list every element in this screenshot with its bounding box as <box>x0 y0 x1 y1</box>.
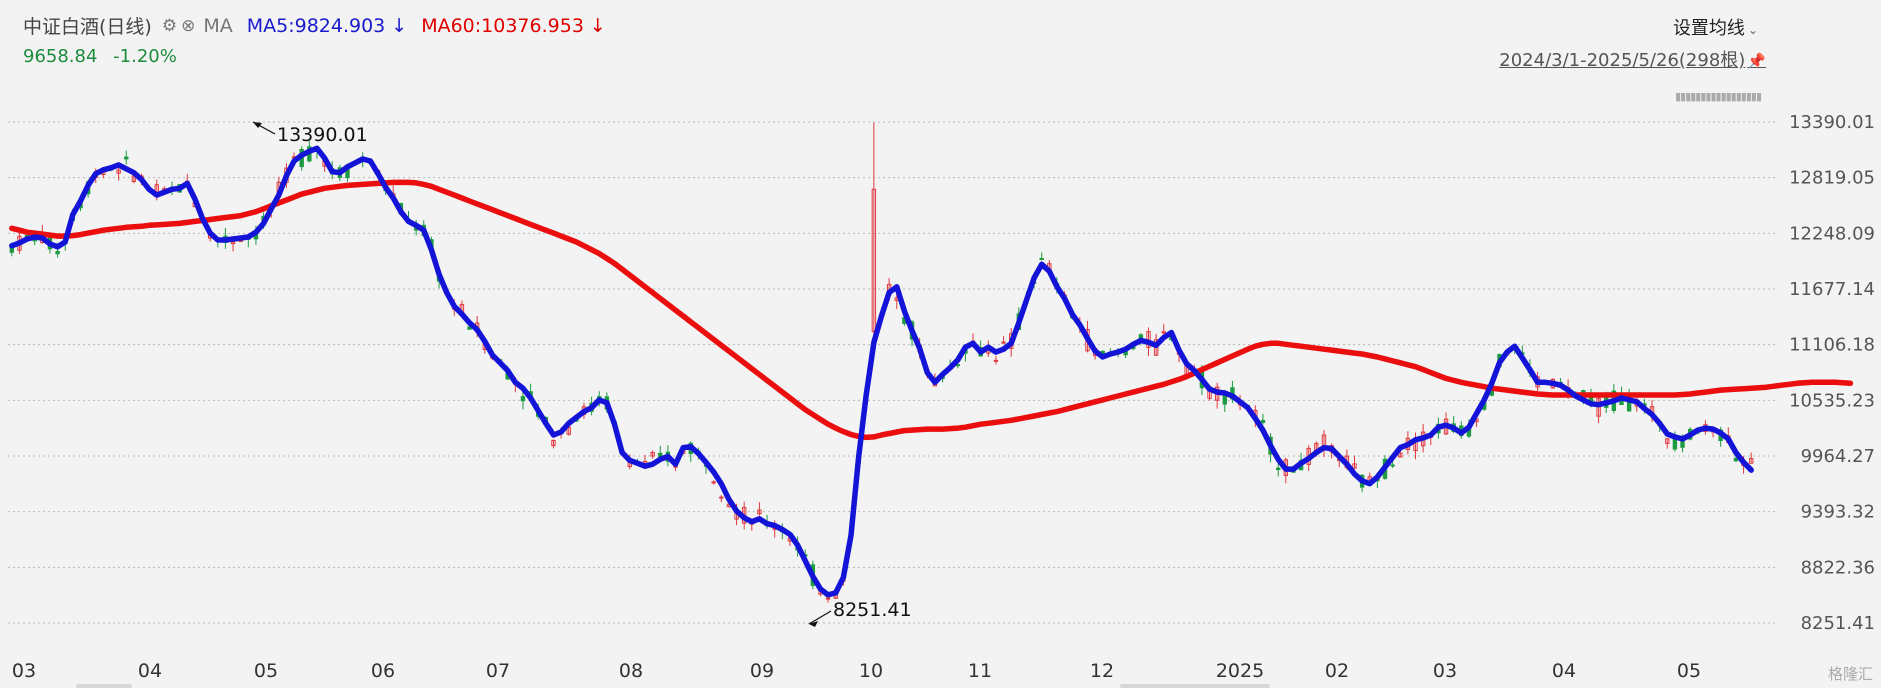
change-percent: -1.20% <box>113 46 177 67</box>
scrollbar-thumb[interactable] <box>76 684 132 688</box>
ma60-line <box>9 179 1854 441</box>
zoom-ruler[interactable]: ▮▮▮▮▮▮▮▮▮▮▮▮▮▮▮▮▮ <box>1675 90 1762 103</box>
candles <box>9 122 1754 603</box>
grid-lines <box>8 121 1775 624</box>
y-tick-label: 8251.41 <box>1801 613 1875 634</box>
candle-body <box>124 156 129 160</box>
y-tick-label: 9964.27 <box>1801 446 1875 467</box>
candle-body <box>757 509 762 515</box>
candle-body <box>1260 419 1266 423</box>
candle-body <box>719 496 724 499</box>
candle-body <box>1039 257 1044 260</box>
candle-body <box>711 481 716 484</box>
axis-labels: 13390.01 12819.05 12248.09 11677.14 11106.18… <box>12 112 1875 682</box>
y-tick-label: 10535.23 <box>1789 390 1875 411</box>
y-tick-label: 8822.36 <box>1801 557 1875 578</box>
candle-body <box>520 396 526 402</box>
candle-body <box>993 359 999 362</box>
x-tick-label: 11 <box>968 660 992 682</box>
candle-body <box>1352 463 1357 469</box>
ma-settings-label: 设置均线 <box>1672 18 1745 39</box>
candle-body <box>1665 438 1670 444</box>
x-tick-label: 12 <box>1090 660 1114 682</box>
y-tick-label: 11106.18 <box>1789 335 1875 356</box>
candle-body <box>230 241 236 245</box>
arrow-head-icon <box>253 122 262 128</box>
candle-body <box>1733 457 1739 462</box>
candle-body <box>1390 464 1395 467</box>
x-tick-label: 03 <box>1433 660 1457 682</box>
ma-lines <box>9 145 1854 598</box>
scrollbar-thumb[interactable] <box>1120 684 1270 688</box>
candle-body <box>1748 458 1754 464</box>
y-tick-label: 13390.01 <box>1789 112 1875 133</box>
ma-settings-button[interactable]: 设置均线 ⌄ <box>1673 14 1758 40</box>
chart-header: 中证白酒(日线) ⚙ ⊗ MA MA5:9824.903 ↓ MA60:10376… <box>23 12 606 39</box>
x-tick-label: 06 <box>371 660 395 682</box>
candle-body <box>825 597 831 600</box>
down-arrow-icon: ↓ <box>391 14 408 37</box>
x-tick-label: 04 <box>1552 660 1576 682</box>
candle-body <box>1398 452 1403 458</box>
candle-body <box>871 188 877 333</box>
extreme-arrow <box>808 610 832 625</box>
extreme-label: 13390.01 <box>277 124 368 146</box>
candle-body <box>1161 331 1166 334</box>
date-range-label: 2024/3/1-2025/5/26(298根) <box>1499 50 1746 71</box>
gear-icon[interactable]: ⚙ <box>161 15 178 36</box>
watermark-logo: 格隆汇 <box>1827 665 1873 683</box>
candle-body <box>55 250 60 255</box>
down-arrow-icon: ↓ <box>589 14 606 37</box>
close-icon[interactable]: ⊗ <box>181 15 196 36</box>
arrow-head-icon <box>809 621 818 627</box>
y-tick-label: 12819.05 <box>1789 168 1875 189</box>
x-tick-label: 10 <box>859 660 883 682</box>
candle-body <box>551 439 556 447</box>
candle-body <box>467 326 472 330</box>
index-title: 中证白酒(日线) <box>23 16 152 38</box>
price-annotations: 13390.01 8251.41 <box>252 121 912 627</box>
y-tick-label: 9393.32 <box>1801 502 1875 523</box>
x-tick-label: 05 <box>1677 660 1701 682</box>
ma60-value: MA60:10376.953 ↓ <box>421 14 606 37</box>
x-tick-label: 07 <box>486 660 510 682</box>
candle-body <box>1001 341 1006 344</box>
x-tick-label: 2025 <box>1216 660 1264 682</box>
date-range-selector[interactable]: 2024/3/1-2025/5/26(298根) 📌 <box>1499 46 1766 72</box>
y-tick-label: 11677.14 <box>1789 279 1875 300</box>
candle-body <box>116 169 121 174</box>
y-tick-label: 12248.09 <box>1789 223 1875 244</box>
x-tick-label: 04 <box>138 660 162 682</box>
pin-icon[interactable]: 📌 <box>1747 52 1766 70</box>
candle-body <box>1275 467 1281 471</box>
candle-body <box>650 451 655 457</box>
quote-line: 9658.84 -1.20% <box>23 46 187 67</box>
x-tick-label: 05 <box>254 660 278 682</box>
x-tick-label: 02 <box>1325 660 1349 682</box>
x-tick-label: 09 <box>750 660 774 682</box>
candle-body <box>1672 438 1678 450</box>
ma5-value: MA5:9824.903 ↓ <box>246 14 408 37</box>
ma5-line <box>9 145 1754 598</box>
last-price: 9658.84 <box>23 46 98 67</box>
x-tick-label: 08 <box>619 660 643 682</box>
x-tick-label: 03 <box>12 660 36 682</box>
extreme-label: 8251.41 <box>833 599 912 621</box>
chevron-down-icon: ⌄ <box>1747 23 1758 37</box>
ma-indicator-label[interactable]: MA <box>203 14 233 37</box>
